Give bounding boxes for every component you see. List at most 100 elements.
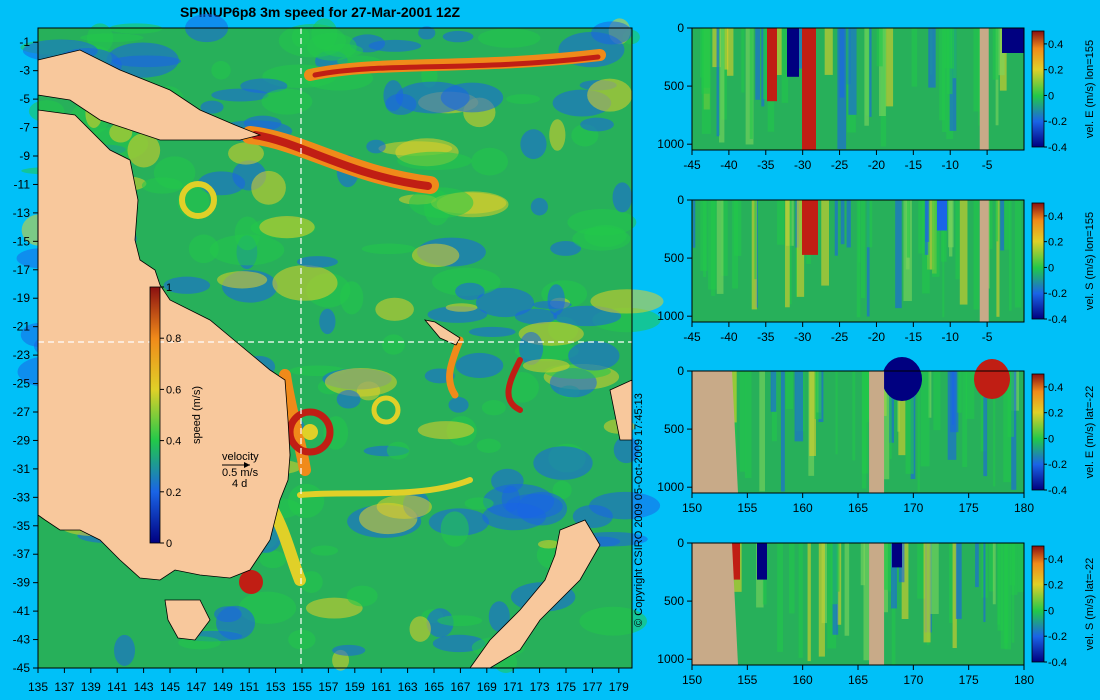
speed-field-blob bbox=[288, 629, 316, 650]
velocity-streak bbox=[973, 200, 979, 310]
velocity-colorbar-tick-label: 0.2 bbox=[1048, 408, 1063, 420]
velocity-colorbar-tick-label: -0.4 bbox=[1048, 657, 1067, 669]
speed-field-blob bbox=[272, 265, 338, 301]
velocity-colorbar-tick-label: 0.2 bbox=[1048, 580, 1063, 592]
velocity-streak bbox=[866, 371, 872, 423]
speed-field-blob bbox=[590, 289, 664, 314]
section-x-tick-label: 175 bbox=[959, 673, 979, 687]
section-x-tick-label: 165 bbox=[848, 501, 868, 515]
speed-field-blob bbox=[522, 358, 570, 373]
velocity-streak bbox=[721, 200, 728, 276]
section-panel: -45 -40 -35 -30 -25 -20 -15 -10 -5 0 500 1000 0.4 0.2… bbox=[657, 193, 1096, 344]
section-land bbox=[692, 371, 738, 493]
speed-field-blob bbox=[141, 177, 183, 194]
velocity-streak bbox=[821, 200, 829, 286]
speed-field-blob bbox=[163, 276, 211, 294]
speed-field-blob bbox=[366, 139, 386, 154]
velocity-streak bbox=[818, 543, 825, 657]
section-y-tick-label: 0 bbox=[677, 536, 684, 550]
map-x-tick-label: 135 bbox=[28, 680, 48, 694]
speed-field-blob bbox=[361, 243, 416, 255]
copyright-text: © Copyright CSIRO 2009 05-Oct-2009 17:45… bbox=[633, 393, 645, 627]
eddy bbox=[179, 181, 217, 219]
speed-field-blob bbox=[567, 208, 637, 236]
velocity-streak bbox=[1000, 543, 1008, 649]
velocity-streak bbox=[780, 371, 785, 492]
speed-field-blob bbox=[127, 133, 161, 168]
velocity-streak bbox=[744, 371, 752, 478]
current-jet bbox=[312, 54, 601, 78]
velocity-streak bbox=[952, 371, 955, 425]
current-jet bbox=[505, 357, 523, 413]
speed-field-blob bbox=[310, 545, 339, 556]
velocity-streak bbox=[734, 200, 742, 256]
speed-field-blob bbox=[442, 30, 474, 43]
velocity-core bbox=[802, 28, 816, 150]
map-x-tick-label: 173 bbox=[530, 680, 550, 694]
velocity-streak bbox=[785, 371, 794, 410]
velocity-streak bbox=[840, 200, 845, 245]
velocity-streak bbox=[878, 28, 886, 117]
velocity-streak bbox=[983, 371, 988, 477]
speed-field-blob bbox=[612, 182, 633, 213]
velocity-colorbar-tick-label: 0.2 bbox=[1048, 65, 1063, 77]
section-y-tick-label: 500 bbox=[664, 422, 684, 436]
speed-field-blob bbox=[506, 94, 541, 104]
velocity-colorbar-label: vel. S (m/s) lat=-22 bbox=[1084, 558, 1096, 651]
velocity-streak bbox=[955, 543, 962, 619]
speed-field-blob bbox=[587, 78, 633, 112]
speed-colorbar-tick-label: 1 bbox=[166, 282, 172, 294]
velocity-colorbar-tick-label: 0.2 bbox=[1048, 237, 1063, 249]
velocity-streak bbox=[741, 28, 745, 93]
speed-field-blob bbox=[109, 23, 163, 34]
speed-field-blob bbox=[448, 397, 469, 413]
velocity-colorbar-tick-label: 0.4 bbox=[1048, 554, 1063, 566]
map-y-tick-label: -23 bbox=[13, 348, 31, 362]
map-y-tick-label: -17 bbox=[13, 263, 31, 277]
speed-field-blob bbox=[580, 117, 614, 132]
velocity-streak bbox=[898, 371, 906, 456]
velocity-streak bbox=[887, 543, 892, 592]
section-x-tick-label: -40 bbox=[720, 330, 738, 344]
velocity-streak bbox=[839, 28, 845, 98]
velocity-streak bbox=[995, 200, 999, 242]
map-y-tick-label: -1 bbox=[19, 35, 30, 49]
velocity-streak bbox=[864, 28, 869, 126]
speed-field-blob bbox=[437, 615, 483, 627]
velocity-streak bbox=[1004, 200, 1010, 250]
section-y-tick-label: 0 bbox=[677, 21, 684, 35]
velocity-streak bbox=[789, 200, 792, 305]
speed-field-blob bbox=[188, 234, 219, 264]
velocity-streak bbox=[844, 543, 850, 636]
velocity-streak bbox=[957, 371, 962, 413]
velocity-streak bbox=[927, 200, 935, 270]
map-frame bbox=[37, 27, 633, 669]
speed-field-blob bbox=[553, 305, 622, 327]
velocity-streak bbox=[1008, 200, 1012, 311]
new-guinea-landmass bbox=[37, 49, 262, 141]
velocity-streak bbox=[992, 543, 996, 605]
speed-field-blob bbox=[305, 597, 363, 619]
speed-field-blob bbox=[291, 26, 310, 47]
speed-field-blob bbox=[324, 367, 397, 397]
velocity-colorbar-tick-label: 0 bbox=[1048, 433, 1054, 445]
velocity-streak bbox=[749, 28, 753, 139]
speed-field-blob bbox=[215, 605, 256, 640]
map-x-axis: 135 137 139 141 143 145 147 149 151 153 155 157 159 1… bbox=[28, 668, 629, 694]
velocity-streak bbox=[959, 200, 968, 305]
velocity-streak bbox=[726, 28, 734, 76]
map-y-tick-label: -31 bbox=[13, 462, 31, 476]
map-x-tick-label: 167 bbox=[450, 680, 470, 694]
section-x-tick-label: 165 bbox=[848, 673, 868, 687]
speed-colorbar-tick-label: 0 bbox=[166, 538, 172, 550]
velocity-streak bbox=[923, 543, 931, 643]
velocity-colorbar-tick-label: -0.2 bbox=[1048, 116, 1067, 128]
velocity-streak bbox=[835, 371, 838, 455]
velocity-streak bbox=[930, 543, 939, 614]
velocity-streak bbox=[814, 371, 822, 420]
eddy bbox=[239, 570, 263, 594]
velocity-colorbar-label: vel. E (m/s) lon=155 bbox=[1084, 40, 1096, 138]
section-x-tick-label: 150 bbox=[682, 673, 702, 687]
map-y-tick-label: -35 bbox=[13, 519, 31, 533]
section-x-tick-label: 160 bbox=[793, 673, 813, 687]
